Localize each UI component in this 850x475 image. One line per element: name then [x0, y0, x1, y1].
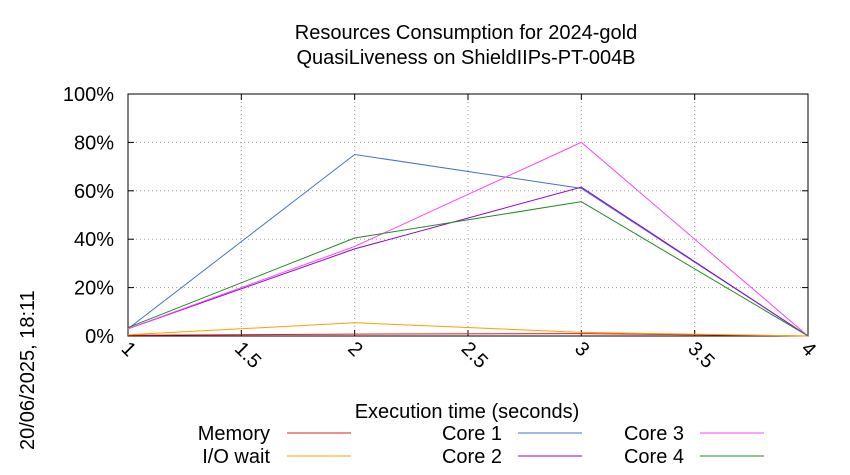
x-tick-label: 3 [570, 338, 593, 361]
y-tick-label: 20% [74, 278, 114, 300]
legend-label-core-4: Core 4 [624, 446, 684, 468]
y-tick-label: 80% [74, 132, 114, 154]
legend-label-memory: Memory [198, 423, 270, 445]
chart-title-line-2: QuasiLiveness on ShieldIIPs-PT-004B [296, 47, 635, 69]
chart-title-line-1: Resources Consumption for 2024-gold [295, 22, 637, 44]
x-tick-label: 2 [343, 338, 366, 361]
legend-label-core-2: Core 2 [442, 446, 502, 468]
series-line-core-3 [127, 141, 809, 337]
y-tick-label: 100% [63, 84, 114, 106]
legend-label-core-3: Core 3 [624, 423, 684, 445]
series-line-memory [127, 333, 809, 337]
x-tick-label: 4 [797, 338, 820, 361]
series-lines [127, 141, 809, 337]
timestamp-label: 20/06/2025, 18:11 [17, 290, 39, 450]
y-tick-label: 60% [74, 181, 114, 203]
series-line-core-4 [127, 201, 809, 337]
legend-label-core-1: Core 1 [442, 423, 502, 445]
ticks: 1 1.5 2 2.5 3 3.5 40%20%40%60%80%100% [63, 84, 820, 373]
series-line-i-o-wait [127, 322, 809, 337]
series-line-core-1 [127, 153, 809, 337]
x-tick-label: 2.5 [457, 338, 492, 373]
y-tick-label: 0% [85, 326, 114, 348]
legend-label-i-o-wait: I/O wait [202, 446, 270, 468]
y-tick-label: 40% [74, 229, 114, 251]
x-tick-label: 3.5 [683, 338, 718, 373]
x-tick-label: 1 [117, 338, 140, 361]
x-axis-label: Execution time (seconds) [355, 401, 580, 423]
grid [127, 93, 809, 337]
series-line-core-2 [127, 186, 809, 337]
x-tick-label: 1.5 [230, 338, 265, 373]
